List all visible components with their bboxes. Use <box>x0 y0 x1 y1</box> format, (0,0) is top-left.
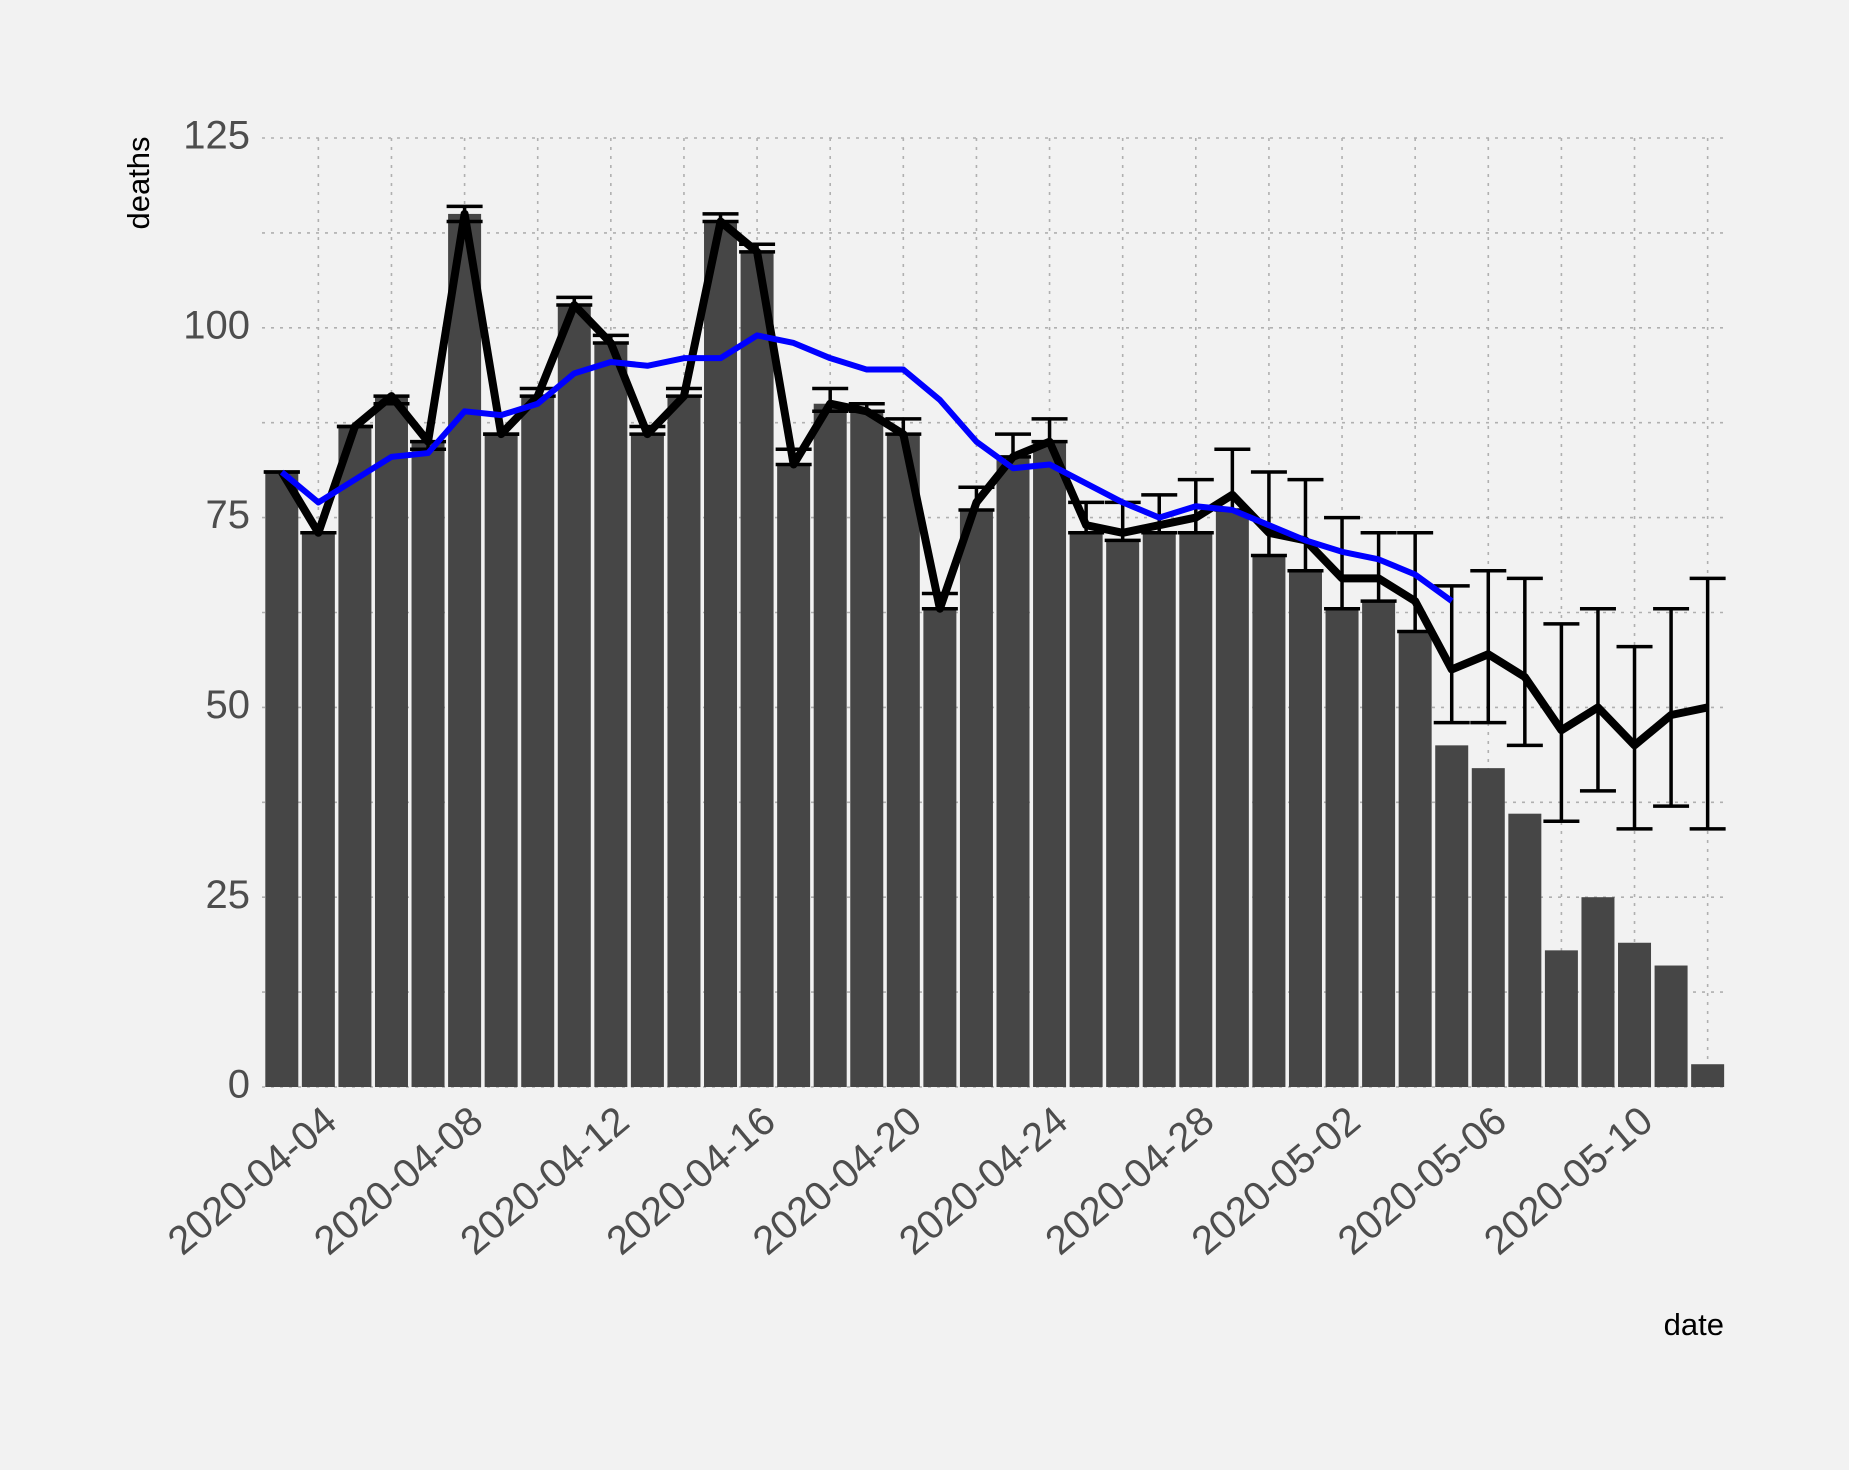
bar <box>667 396 701 1087</box>
bar <box>959 510 993 1087</box>
error-bar <box>1579 606 1616 793</box>
bar <box>1288 570 1322 1087</box>
bar <box>1252 555 1286 1087</box>
bar <box>850 411 884 1087</box>
error-bar <box>1616 644 1653 831</box>
bar <box>521 396 555 1087</box>
bar <box>1033 441 1067 1087</box>
bar <box>1215 510 1249 1087</box>
bar <box>923 608 957 1087</box>
y-tick-label: 75 <box>206 493 251 537</box>
bar <box>301 532 335 1087</box>
y-tick-label: 25 <box>206 873 251 917</box>
bar <box>777 464 811 1087</box>
bar <box>338 426 372 1088</box>
bar <box>1581 897 1615 1087</box>
bar <box>594 342 628 1087</box>
average-line <box>279 332 1454 604</box>
bar <box>448 213 482 1088</box>
bar <box>1325 608 1359 1087</box>
bar <box>1362 601 1396 1087</box>
y-axis-label: deaths <box>121 136 156 229</box>
bar <box>374 396 408 1087</box>
bar <box>1142 532 1176 1087</box>
y-tick-label: 125 <box>183 114 250 158</box>
bar <box>1435 745 1469 1087</box>
y-tick-label: 100 <box>183 303 250 347</box>
bar <box>1179 532 1213 1087</box>
bar <box>1654 965 1688 1087</box>
bar <box>1471 768 1505 1087</box>
error-bar <box>1543 622 1580 824</box>
error-bar <box>1689 576 1726 831</box>
error-bar <box>1287 477 1324 573</box>
bar <box>1544 950 1578 1087</box>
bar <box>813 403 847 1088</box>
bar <box>1618 942 1652 1087</box>
error-bar <box>1506 576 1543 748</box>
error-bar <box>1324 515 1361 611</box>
estimate-line <box>278 209 1709 750</box>
y-tick-label: 0 <box>228 1063 250 1107</box>
x-axis-label: date <box>1664 1307 1724 1342</box>
bar <box>1691 1064 1725 1087</box>
bar <box>1398 631 1432 1087</box>
bar <box>265 472 299 1088</box>
error-bar <box>1470 568 1507 725</box>
bar <box>886 434 920 1087</box>
bar <box>484 434 518 1087</box>
error-bar <box>1360 531 1397 603</box>
error-bar <box>1433 584 1470 725</box>
bar <box>996 456 1030 1087</box>
error-bar <box>1653 606 1690 808</box>
bar <box>1106 540 1140 1087</box>
bar <box>630 434 664 1087</box>
bar <box>1508 813 1542 1087</box>
bar <box>1069 532 1103 1087</box>
error-bar <box>1250 470 1287 558</box>
y-tick-label: 50 <box>206 683 251 727</box>
bar <box>411 441 445 1087</box>
bar <box>557 305 591 1087</box>
bar <box>740 251 774 1087</box>
bar <box>704 221 738 1088</box>
